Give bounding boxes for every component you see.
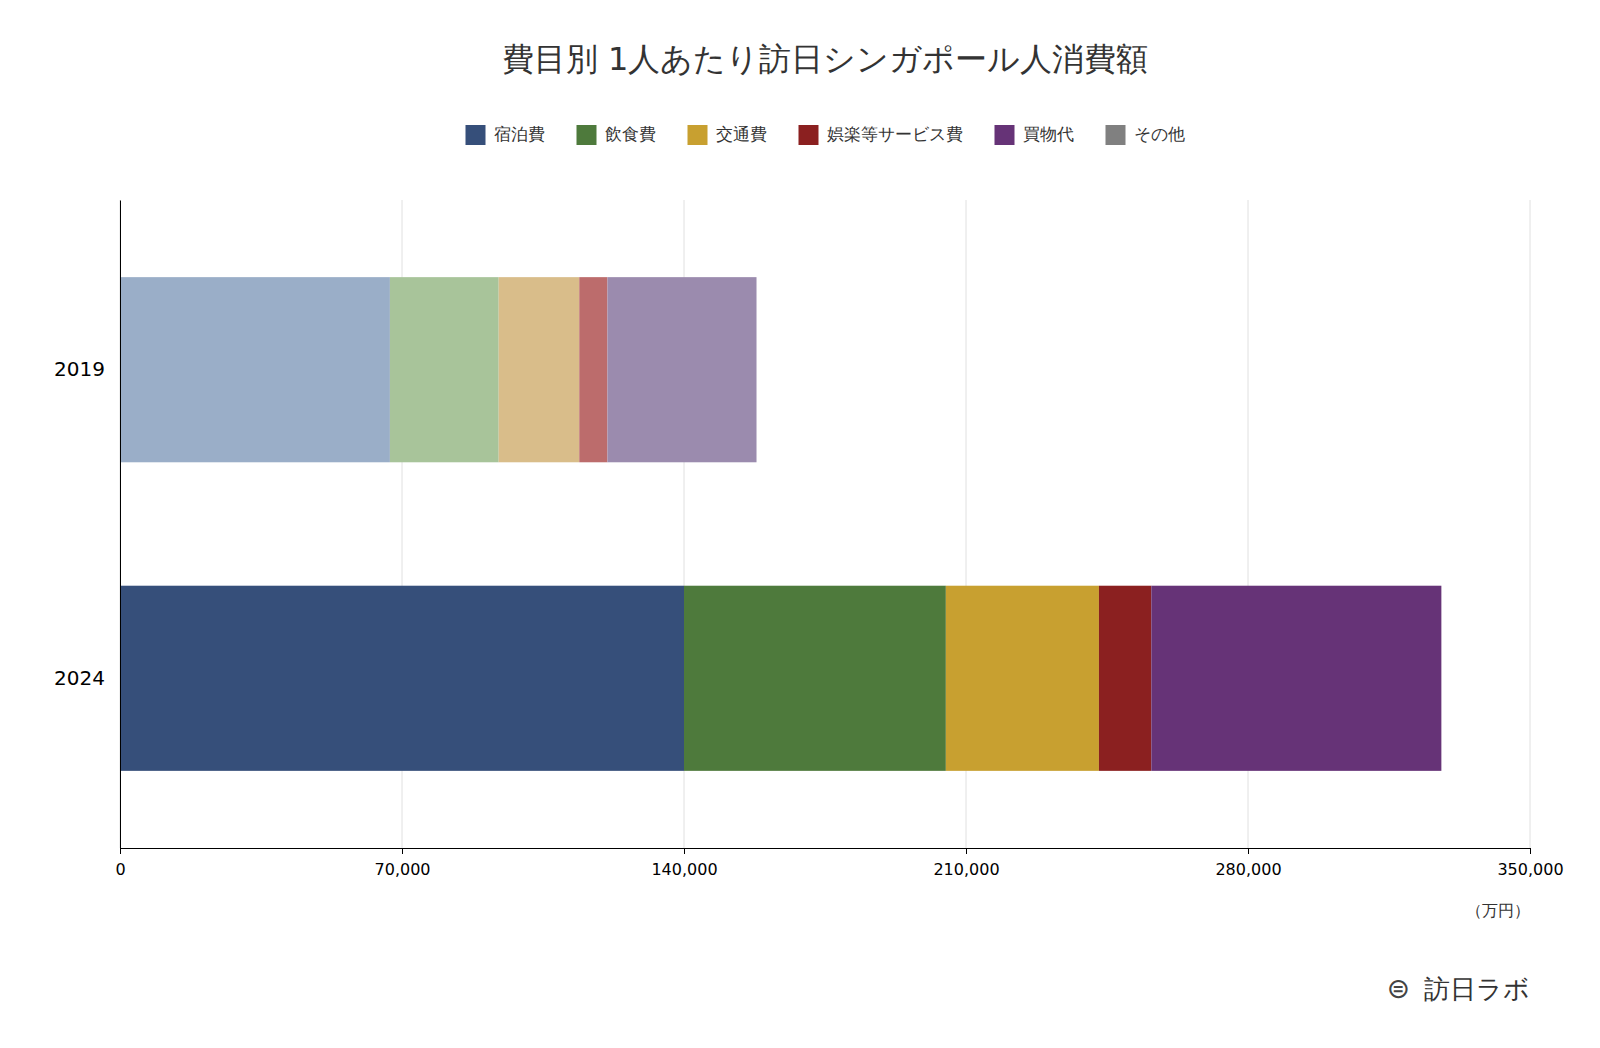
logo-icon: ⊜ [1387,972,1410,1005]
legend-label: 交通費 [716,124,767,144]
bar-segment [1099,586,1151,771]
x-tick-mark [402,848,403,854]
x-tick: 70,000 [375,848,431,879]
x-axis-line [121,848,1531,849]
x-tick-label: 350,000 [1497,860,1563,879]
bar-segment [946,586,1099,771]
legend-swatch [688,125,708,145]
series-1 [390,277,946,771]
legend-swatch [995,125,1015,145]
x-axis-unit: （万円） [1466,901,1530,920]
legend-item: 買物代 [995,124,1074,145]
bars [120,277,1441,771]
legend-label: 宿泊費 [494,124,545,144]
bar-segment [120,277,390,462]
y-tick: 2024 [54,666,120,690]
x-tick-label: 0 [115,860,125,879]
legend-swatch [466,125,486,145]
x-tick-label: 280,000 [1215,860,1281,879]
series-4 [607,277,1441,771]
y-axis: 2024 2019 [54,201,120,849]
logo: ⊜ 訪日ラボ [1387,972,1530,1005]
x-tick: 210,000 [933,848,999,879]
legend-item: 飲食費 [577,124,656,145]
bar-segment [390,277,499,462]
x-tick-mark [966,848,967,854]
logo-text: 訪日ラボ [1424,974,1530,1004]
y-tick-label: 2019 [54,357,105,381]
legend-swatch [1106,125,1126,145]
legend-label: その他 [1134,124,1185,144]
bar-segment [1441,586,1442,771]
x-tick-mark [120,848,121,854]
bar-segment [1151,586,1441,771]
x-tick-label: 140,000 [651,860,717,879]
grid [120,200,1530,848]
y-axis-line [120,201,121,849]
legend-item: その他 [1106,124,1185,145]
bar-segment [607,277,756,462]
legend-label: 飲食費 [605,124,656,144]
y-tick: 2019 [54,357,120,381]
series-0 [120,277,684,771]
x-tick-mark [1248,848,1249,854]
bar-segment [684,586,946,771]
x-tick: 350,000 [1497,848,1563,879]
x-tick-mark [1530,848,1531,854]
bar-segment [579,277,607,462]
grid-line [120,200,121,848]
x-tick-label: 210,000 [933,860,999,879]
chart: 070,000140,000210,000280,000350,00020242… [0,0,1600,1048]
legend: 宿泊費 飲食費 交通費 娯楽等サービス費 買物代 その他 [466,124,1185,145]
x-tick-label: 70,000 [375,860,431,879]
legend-swatch [577,125,597,145]
bar-segment [120,586,684,771]
x-tick-mark [684,848,685,854]
x-tick: 140,000 [651,848,717,879]
grid-line [1530,200,1531,848]
legend-item: 娯楽等サービス費 [799,124,963,145]
legend-label: 娯楽等サービス費 [827,124,963,144]
series-2 [499,277,1099,771]
legend-label: 買物代 [1023,124,1074,144]
legend-swatch [799,125,819,145]
y-tick-label: 2024 [54,666,105,690]
series-3 [579,277,1151,771]
x-axis: 0 70,000 140,000 210,000 280,000 350,000 [115,848,1563,879]
title: 費目別 1人あたり訪日シンガポール人消費額 [502,40,1149,78]
legend-item: 交通費 [688,124,767,145]
bar-segment [756,277,757,462]
plot: 070,000140,000210,000280,000350,00020242… [54,200,1563,920]
legend-item: 宿泊費 [466,124,545,145]
x-tick: 280,000 [1215,848,1281,879]
bar-segment [499,277,580,462]
x-tick: 0 [115,848,125,879]
